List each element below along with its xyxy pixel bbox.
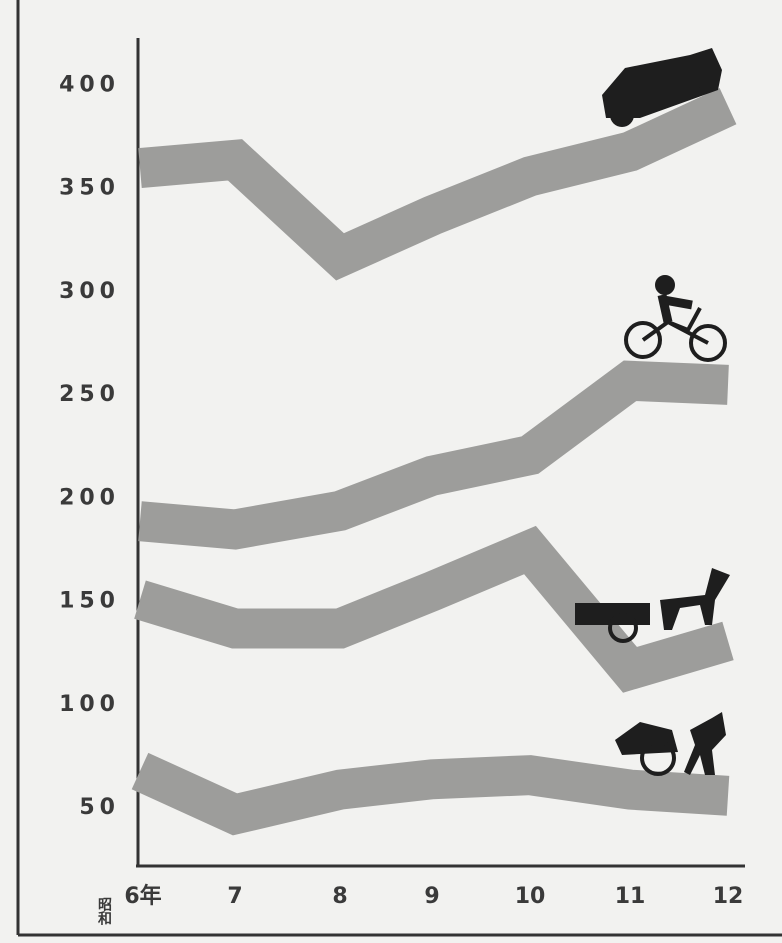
y-tick-label: 50 [79,795,120,820]
band [131,752,730,836]
y-tick-label: 150 [59,589,120,614]
car-icon [602,48,722,127]
x-tick-label: 9 [424,884,439,909]
horse-cart-icon [575,568,730,643]
x-tick-label: 8 [332,884,347,909]
y-tick-label: 200 [59,485,120,510]
bands [131,87,737,836]
bicycle-icon [624,275,727,362]
band [138,360,729,550]
rickshaw-icon [615,712,726,776]
x-tick-label: 12 [713,884,744,909]
x-tick-label: 11 [615,884,646,909]
era-label: 昭和 [96,897,112,926]
x-tick-label: 10 [515,884,546,909]
band [138,87,737,281]
y-tick-label: 300 [59,279,120,304]
y-tick-label: 250 [59,382,120,407]
y-tick-label: 350 [59,176,120,201]
x-tick-label: 6年 [124,883,161,909]
band [134,525,734,693]
y-tick-label: 100 [59,692,120,717]
x-tick-label: 7 [227,884,242,909]
y-tick-label: 400 [59,72,120,97]
